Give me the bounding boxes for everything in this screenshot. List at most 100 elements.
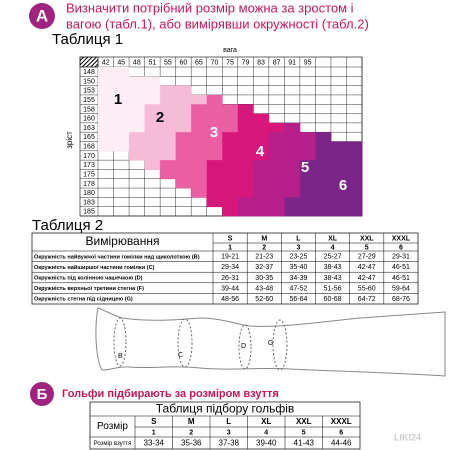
size-number: 6 xyxy=(399,244,403,251)
badge-text: Б xyxy=(37,386,48,403)
size-zone-cell xyxy=(268,188,285,198)
size-zone-cell xyxy=(129,104,145,114)
size-zone-cell xyxy=(206,178,223,189)
size-zone-cell xyxy=(175,160,192,170)
badge xyxy=(30,382,54,406)
size-zone-cell xyxy=(284,141,301,152)
size-zone-cell xyxy=(237,206,254,217)
cell-value: 29-34 xyxy=(221,264,239,271)
size-zone-cell xyxy=(113,113,130,124)
size-zone-cell xyxy=(330,197,347,208)
size-zone-cell xyxy=(129,94,145,105)
size-zone-cell xyxy=(144,85,161,96)
size-zone-cell xyxy=(160,94,177,105)
size-zone-cell xyxy=(206,132,223,142)
size-zone-cell xyxy=(191,150,208,161)
size-zone-cell xyxy=(160,169,177,180)
cell-value: 41-43 xyxy=(294,439,315,448)
corner-cell xyxy=(79,56,99,68)
size-zone-cell xyxy=(206,188,223,198)
row-label: Окружність під колінною чашечкою (D) xyxy=(34,275,143,281)
size-zone-cell xyxy=(253,150,270,161)
size-number: 2 xyxy=(189,429,193,436)
size-label: XL xyxy=(328,235,338,242)
size-zone-cell xyxy=(237,160,254,170)
size-zone-cell xyxy=(129,132,145,142)
size-zone-cell xyxy=(346,178,363,189)
axis-label: вага xyxy=(223,47,237,54)
height-label: 160 xyxy=(83,116,95,123)
size-zone-cell xyxy=(284,160,301,170)
size-zone-cell xyxy=(268,122,285,133)
size-zone-cell xyxy=(129,150,145,161)
size-zone-cell xyxy=(222,122,239,133)
size-zone-cell xyxy=(144,132,161,142)
size-zone-cell xyxy=(237,113,254,124)
size-label: L xyxy=(226,417,231,426)
size-zone-cell xyxy=(175,94,192,105)
size-zone-cell xyxy=(237,188,254,198)
weight-label: 45 xyxy=(117,59,125,66)
size-zone-cell xyxy=(113,132,130,142)
size-zone-cell xyxy=(175,178,192,189)
size-zone-cell xyxy=(268,178,285,189)
row-label: Окружність стегна під сідницею (G) xyxy=(34,297,133,303)
diagram-label: D xyxy=(241,343,246,350)
height-label: 165 xyxy=(83,134,95,141)
cell-value: 38-43 xyxy=(324,275,342,282)
size-zone-cell xyxy=(222,160,239,170)
size-zone-cell xyxy=(284,197,301,208)
size-label: XXXL xyxy=(392,235,411,242)
height-label: 180 xyxy=(83,190,95,197)
cell-value: 60-68 xyxy=(324,296,342,303)
size-zone-cell xyxy=(206,141,223,152)
size-zone-cell xyxy=(144,113,161,124)
size-zone-cell xyxy=(160,85,177,96)
cell-value: 26-31 xyxy=(221,275,239,282)
table-title: Таблиця 1 xyxy=(52,31,123,48)
size-zone-cell xyxy=(206,104,223,114)
cell-value: 59-64 xyxy=(392,285,410,292)
size-zone-cell xyxy=(284,206,301,217)
cell-value: 46-51 xyxy=(392,264,410,271)
cell-value: 38-43 xyxy=(324,264,342,271)
badge xyxy=(29,3,55,29)
size-number: 6 xyxy=(339,429,343,436)
size-zone-cell xyxy=(315,206,332,217)
size-zone-cell xyxy=(98,104,114,114)
size-zone-cell xyxy=(346,160,363,170)
cell-value: 32-37 xyxy=(255,264,273,271)
size-zone-cell xyxy=(222,104,239,114)
size-zone-cell xyxy=(284,150,301,161)
size-zone-cell xyxy=(253,178,270,189)
size-zone-cell xyxy=(315,150,332,161)
size-zone-cell xyxy=(222,169,239,180)
leg-diagram xyxy=(95,307,446,377)
height-label: 153 xyxy=(83,88,95,95)
size-zone-cell xyxy=(330,160,347,170)
size-zone-cell xyxy=(268,141,285,152)
size-zone-cell xyxy=(191,104,208,114)
size-zone-cell xyxy=(175,113,192,124)
badge-text: A xyxy=(36,6,48,25)
size-zone-cell xyxy=(222,141,239,152)
weight-label: 70 xyxy=(211,59,219,66)
size-zone-cell xyxy=(237,169,254,180)
cell-value: 52-60 xyxy=(255,296,273,303)
size-zone-cell xyxy=(98,132,114,142)
row-label: Розмір взуття xyxy=(94,441,132,447)
zone-label: 1 xyxy=(114,91,122,108)
size-zone-cell xyxy=(222,188,239,198)
size-zone-cell xyxy=(98,85,114,96)
size-zone-cell xyxy=(175,169,192,180)
heading: Визначити потрібний розмір можна за зрос… xyxy=(66,0,354,15)
size-zone-cell xyxy=(191,169,208,180)
size-zone-cell xyxy=(144,104,161,114)
height-label: 163 xyxy=(83,125,95,132)
size-zone-cell xyxy=(113,67,130,77)
size-zone-cell xyxy=(144,160,161,170)
cell-value: 35-36 xyxy=(181,439,202,448)
size-zone-cell xyxy=(346,150,363,161)
size-zone-cell xyxy=(98,113,114,124)
size-number: 4 xyxy=(264,429,268,436)
